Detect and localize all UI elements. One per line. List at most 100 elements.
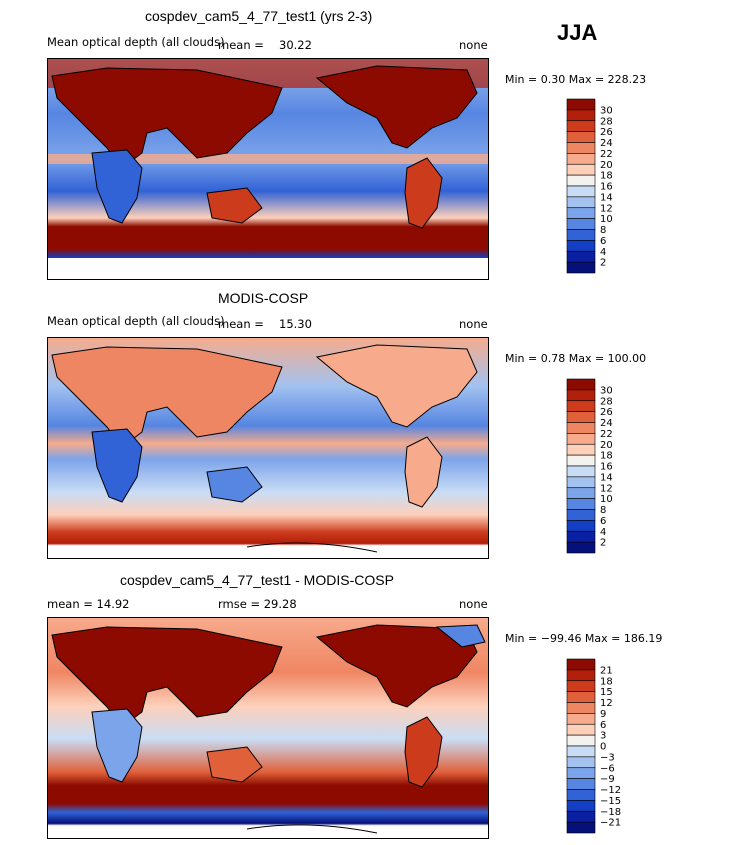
colorbar-tick-label: −9 [600, 774, 615, 785]
colorbar-tick-label: 16 [600, 182, 613, 193]
colorbar-tick-label: 8 [600, 225, 606, 236]
colorbar-box [566, 196, 596, 209]
colorbar-box [566, 658, 596, 671]
colorbar-box [566, 433, 596, 445]
colorbar-box [566, 691, 596, 703]
colorbar-box [566, 422, 596, 434]
colorbar-box [566, 520, 596, 532]
colorbar-tick-label: 6 [600, 720, 606, 731]
panel-1-mean-label: mean = [218, 38, 264, 52]
colorbar-tick-label: 21 [600, 665, 613, 676]
panel-3-mean-label: mean = 14.92 [47, 597, 130, 611]
colorbar-box [566, 745, 596, 758]
colorbar-tick-label: 10 [600, 494, 613, 505]
colorbar-box [566, 767, 596, 779]
colorbar-box [566, 476, 596, 489]
colorbar-tick-label: 18 [600, 171, 613, 182]
season-label: JJA [557, 20, 598, 45]
panel-2-map [47, 337, 489, 559]
colorbar-box [566, 778, 596, 790]
colorbar-box [566, 142, 596, 154]
colorbar-box [566, 109, 596, 122]
panel-2-mean-value: 15.30 [279, 317, 312, 331]
colorbar-tick-label: 4 [600, 527, 606, 538]
colorbar-box [566, 810, 596, 823]
panel-2-mean-label: mean = [218, 317, 264, 331]
colorbar-tick-label: 3 [600, 731, 606, 742]
colorbar-box [566, 174, 596, 187]
panel-2-units: none [459, 317, 488, 331]
colorbar-box [566, 250, 596, 263]
colorbar-tick-label: 26 [600, 127, 613, 138]
panel-1-units: none [459, 38, 488, 52]
colorbar-tick-label: 10 [600, 214, 613, 225]
colorbar-tick-label: 2 [600, 538, 606, 549]
colorbar-box [566, 240, 596, 252]
colorbar-box [566, 261, 596, 274]
colorbar-tick-label: 18 [600, 676, 613, 687]
colorbar-box [566, 680, 596, 692]
colorbar-box [566, 487, 596, 499]
panel-1-variable-label: Mean optical depth (all clouds) [47, 35, 225, 49]
colorbar-box [566, 702, 596, 714]
colorbar-box [566, 378, 596, 391]
colorbar-tick-label: −15 [600, 796, 621, 807]
colorbar-box [566, 800, 596, 812]
colorbar-box [566, 530, 596, 543]
colorbar-tick-label: 16 [600, 462, 613, 473]
colorbar-box [566, 734, 596, 747]
colorbar-tick-label: 22 [600, 149, 613, 160]
colorbar-tick-label: 8 [600, 505, 606, 516]
colorbar-tick-label: 12 [600, 203, 613, 214]
colorbar-tick-label: 12 [600, 698, 613, 709]
colorbar-tick-label: 22 [600, 429, 613, 440]
colorbar-box [566, 789, 596, 801]
colorbar-tick-label: 30 [600, 105, 613, 116]
colorbar-box [566, 98, 596, 111]
colorbar-tick-label: 4 [600, 247, 606, 258]
colorbar-box [566, 218, 596, 230]
panel-1-map [47, 58, 489, 280]
colorbar-tick-label: 20 [600, 160, 613, 171]
colorbar-box [566, 669, 596, 682]
colorbar-box [566, 541, 596, 554]
colorbar-tick-label: 15 [600, 687, 613, 698]
panel-3-map [47, 617, 489, 839]
colorbar-box [566, 131, 596, 143]
colorbar-box [566, 454, 596, 467]
panel-2-minmax: Min = 0.78 Max = 100.00 [505, 352, 647, 365]
colorbar-box [566, 713, 596, 725]
panel-3-units: none [459, 597, 488, 611]
colorbar-tick-label: 2 [600, 258, 606, 269]
colorbar-box [566, 153, 596, 165]
colorbar-tick-label: 24 [600, 418, 613, 429]
colorbar-box [566, 723, 596, 736]
colorbar-tick-label: 30 [600, 385, 613, 396]
colorbar-box [566, 163, 596, 176]
colorbar-tick-label: 28 [600, 116, 613, 127]
colorbar-tick-label: −18 [600, 807, 621, 818]
colorbar-tick-label: 9 [600, 709, 606, 720]
colorbar-tick-label: 24 [600, 138, 613, 149]
panel-3-minmax: Min = −99.46 Max = 186.19 [505, 632, 663, 645]
colorbar-tick-label: 14 [600, 472, 613, 483]
panel-1-title: cospdev_cam5_4_77_test1 (yrs 2-3) [145, 8, 373, 24]
colorbar-box [566, 229, 596, 241]
colorbar-box [566, 400, 596, 412]
colorbar-tick-label: 6 [600, 236, 606, 247]
colorbar-tick-label: 18 [600, 451, 613, 462]
colorbar-tick-label: 20 [600, 440, 613, 451]
colorbar-tick-label: 28 [600, 396, 613, 407]
panel-2-title: MODIS-COSP [218, 290, 309, 306]
colorbar-box [566, 185, 596, 198]
panel-3-title: cospdev_cam5_4_77_test1 - MODIS-COSP [120, 572, 394, 588]
colorbar-tick-label: −3 [600, 752, 615, 763]
colorbar-tick-label: 26 [600, 407, 613, 418]
colorbar-tick-label: −21 [600, 818, 621, 829]
colorbar-tick-label: −6 [600, 763, 615, 774]
colorbar-box [566, 411, 596, 423]
colorbar-tick-label: −12 [600, 785, 621, 796]
colorbar-box [566, 821, 596, 834]
